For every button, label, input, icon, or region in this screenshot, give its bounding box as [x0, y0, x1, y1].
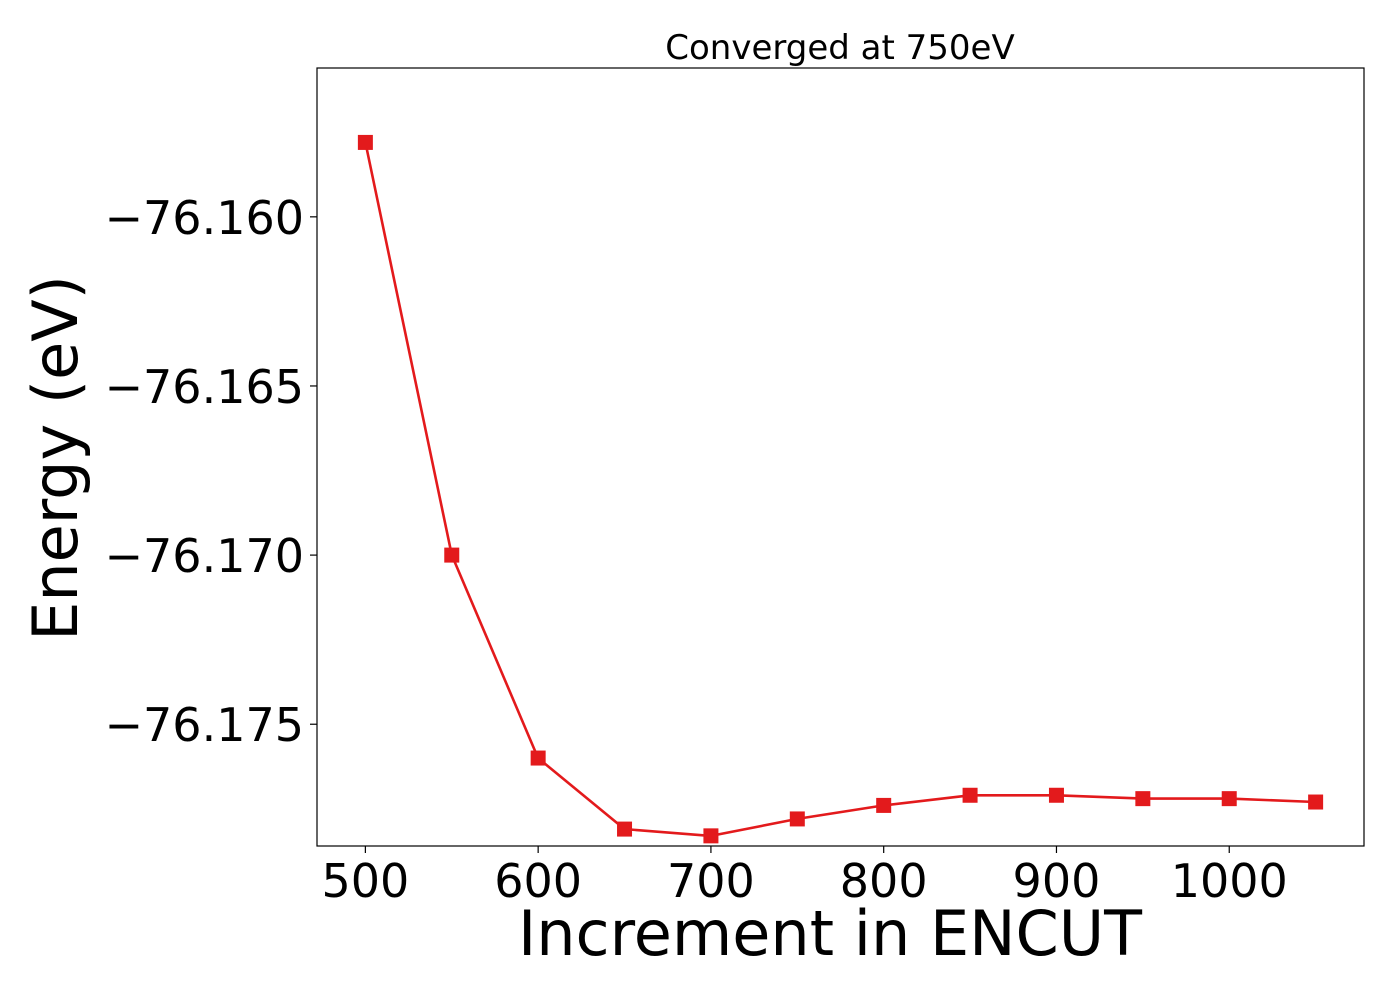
data-point-marker [530, 750, 546, 766]
plot-layer [357, 134, 1324, 844]
y-tick-label: −76.175 [105, 698, 305, 752]
data-point-marker [789, 811, 805, 827]
data-point-marker [357, 134, 373, 150]
data-point-marker [876, 797, 892, 813]
data-point-marker [1308, 794, 1324, 810]
data-point-marker [617, 821, 633, 837]
y-tick-label: −76.165 [105, 360, 305, 414]
data-point-marker [1048, 787, 1064, 803]
data-point-marker [1221, 791, 1237, 807]
x-tick-label: 900 [1013, 854, 1101, 908]
chart-title: Converged at 750eV [665, 28, 1014, 68]
x-tick-label: 500 [321, 854, 409, 908]
y-tick-label: −76.160 [105, 191, 305, 245]
data-point-marker [703, 828, 719, 844]
axes-layer: 500 600 700 800 900 1000 −76.160 −76.165 −76.170… [105, 67, 1365, 908]
y-axis-title: Energy (eV) [19, 275, 92, 641]
x-tick-label: 800 [840, 854, 928, 908]
y-tick-label: −76.170 [105, 529, 305, 583]
x-tick-label: 700 [667, 854, 755, 908]
x-tick-label: 600 [494, 854, 582, 908]
data-point-marker [962, 787, 978, 803]
x-axis-title: Increment in ENCUT [518, 897, 1143, 970]
data-point-marker [1135, 791, 1151, 807]
x-tick-label: 1000 [1171, 854, 1288, 908]
plot-frame [316, 67, 1365, 847]
data-point-marker [444, 547, 460, 563]
series-line [364, 142, 1316, 838]
